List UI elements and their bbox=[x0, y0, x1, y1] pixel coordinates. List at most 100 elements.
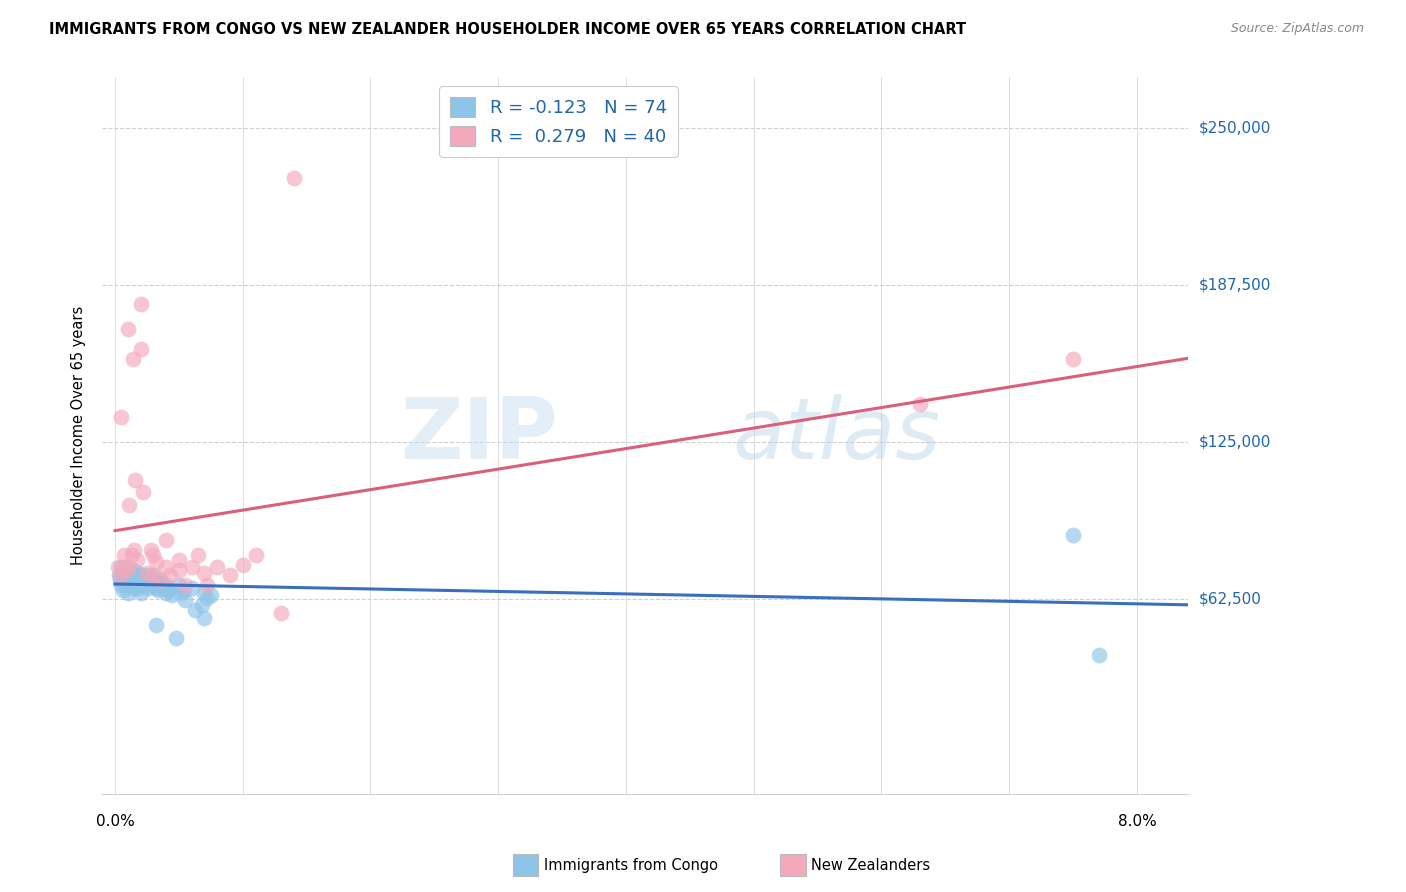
Point bbox=[145, 618, 167, 632]
Point bbox=[205, 560, 228, 574]
Point bbox=[121, 575, 143, 590]
Point bbox=[110, 560, 132, 574]
Point bbox=[135, 566, 157, 580]
Point bbox=[149, 575, 172, 590]
Point bbox=[131, 570, 153, 584]
Point bbox=[142, 575, 165, 590]
Point bbox=[135, 568, 157, 582]
Point bbox=[135, 575, 157, 590]
Point bbox=[270, 606, 292, 620]
Point bbox=[162, 588, 184, 602]
Point bbox=[122, 581, 145, 595]
Point bbox=[187, 548, 209, 562]
Point bbox=[120, 566, 142, 580]
Point bbox=[115, 560, 138, 574]
Point bbox=[117, 578, 139, 592]
Point bbox=[127, 566, 149, 580]
Point bbox=[124, 568, 146, 582]
Point bbox=[127, 581, 149, 595]
Text: $250,000: $250,000 bbox=[1199, 120, 1271, 136]
Point bbox=[195, 578, 218, 592]
Point bbox=[195, 591, 218, 605]
Point bbox=[117, 563, 139, 577]
Point bbox=[112, 563, 135, 577]
Point bbox=[112, 548, 135, 562]
Text: $125,000: $125,000 bbox=[1199, 434, 1271, 450]
Text: ZIP: ZIP bbox=[401, 394, 558, 477]
Point bbox=[165, 631, 187, 645]
Point bbox=[128, 573, 150, 587]
Y-axis label: Householder Income Over 65 years: Householder Income Over 65 years bbox=[72, 306, 86, 566]
Point bbox=[125, 553, 148, 567]
Point bbox=[117, 566, 139, 580]
Point bbox=[107, 560, 129, 574]
Point bbox=[155, 560, 177, 574]
Point bbox=[118, 563, 141, 577]
Point bbox=[167, 553, 190, 567]
Point bbox=[121, 548, 143, 562]
Point bbox=[124, 473, 146, 487]
Point bbox=[193, 611, 215, 625]
Point bbox=[142, 548, 165, 562]
Point bbox=[122, 542, 145, 557]
Point bbox=[149, 573, 172, 587]
Point bbox=[114, 560, 136, 574]
Point bbox=[129, 585, 152, 599]
Point bbox=[120, 578, 142, 592]
Point bbox=[118, 573, 141, 587]
Point bbox=[283, 171, 305, 186]
Point bbox=[170, 585, 193, 599]
Point bbox=[156, 581, 179, 595]
Point bbox=[122, 573, 145, 587]
Point bbox=[117, 568, 139, 582]
Point bbox=[129, 296, 152, 310]
Point bbox=[245, 548, 267, 562]
Point bbox=[108, 568, 131, 582]
Point bbox=[174, 593, 197, 607]
Point bbox=[1087, 648, 1109, 663]
Point bbox=[1062, 528, 1084, 542]
Point bbox=[184, 603, 207, 617]
Point bbox=[108, 568, 131, 582]
Point bbox=[219, 568, 242, 582]
Point bbox=[132, 485, 155, 500]
Text: Immigrants from Congo: Immigrants from Congo bbox=[544, 858, 718, 872]
Point bbox=[122, 566, 145, 580]
Point bbox=[112, 570, 135, 584]
Point bbox=[155, 533, 177, 547]
Text: 8.0%: 8.0% bbox=[1118, 814, 1156, 829]
Point bbox=[149, 573, 172, 587]
Point bbox=[232, 558, 254, 572]
Point bbox=[129, 342, 152, 356]
Point bbox=[191, 598, 214, 612]
Point bbox=[117, 585, 139, 599]
Point bbox=[132, 573, 155, 587]
Point bbox=[134, 578, 156, 592]
Text: Source: ZipAtlas.com: Source: ZipAtlas.com bbox=[1230, 22, 1364, 36]
Point bbox=[152, 581, 174, 595]
Point bbox=[115, 573, 138, 587]
Point bbox=[155, 585, 177, 599]
Point bbox=[124, 578, 146, 592]
Point bbox=[138, 570, 160, 584]
Point bbox=[180, 581, 202, 595]
Point bbox=[148, 583, 170, 598]
Point bbox=[142, 568, 165, 582]
Point bbox=[139, 542, 162, 557]
Point bbox=[200, 588, 222, 602]
Point bbox=[142, 568, 165, 582]
Point bbox=[146, 578, 169, 592]
Point bbox=[125, 570, 148, 584]
Point bbox=[112, 575, 135, 590]
Point bbox=[180, 560, 202, 574]
Point bbox=[129, 578, 152, 592]
Point bbox=[122, 563, 145, 577]
Point bbox=[193, 585, 215, 599]
Point bbox=[111, 566, 134, 580]
Point bbox=[145, 556, 167, 570]
Point bbox=[111, 583, 134, 598]
Point bbox=[110, 578, 132, 592]
Point bbox=[114, 568, 136, 582]
Point bbox=[114, 578, 136, 592]
Text: IMMIGRANTS FROM CONGO VS NEW ZEALANDER HOUSEHOLDER INCOME OVER 65 YEARS CORRELAT: IMMIGRANTS FROM CONGO VS NEW ZEALANDER H… bbox=[49, 22, 966, 37]
